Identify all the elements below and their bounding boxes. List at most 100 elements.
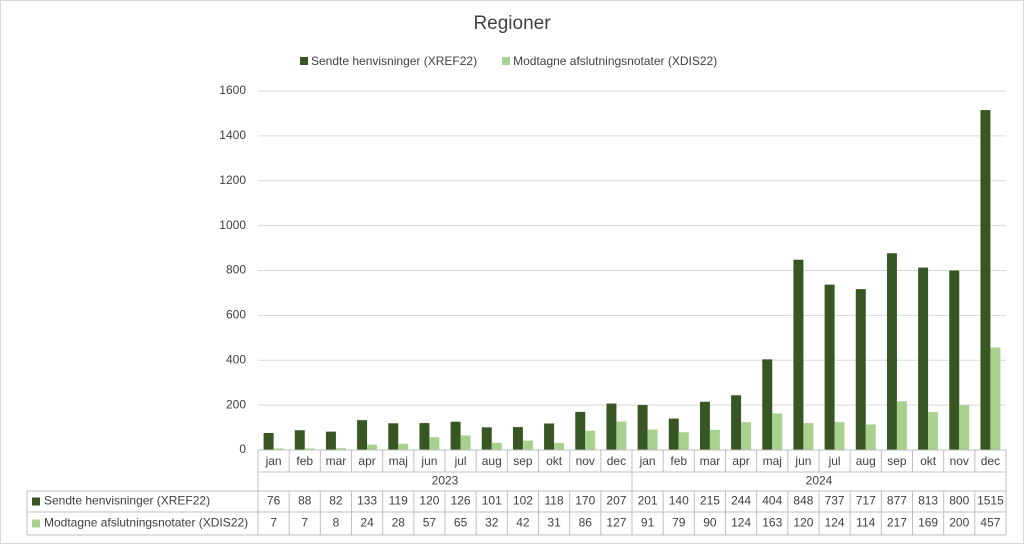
legend-label: Sendte henvisninger (XREF22) bbox=[311, 54, 477, 68]
table-value: 140 bbox=[669, 494, 689, 508]
bar bbox=[990, 347, 1001, 450]
bar bbox=[980, 110, 991, 451]
x-tick-label: mar bbox=[700, 454, 721, 468]
x-tick-label: nov bbox=[576, 454, 595, 468]
bar bbox=[367, 444, 378, 450]
bar bbox=[949, 270, 960, 450]
table-row-label: Sendte henvisninger (XREF22) bbox=[44, 494, 210, 508]
x-tick-label: aug bbox=[482, 454, 502, 468]
table-value: 8 bbox=[333, 516, 340, 530]
y-tick-label: 1200 bbox=[219, 173, 246, 187]
table-value: 200 bbox=[949, 516, 969, 530]
legend-label: Modtagne afslutningsnotater (XDIS22) bbox=[513, 54, 717, 68]
table-value: 7 bbox=[301, 516, 308, 530]
x-tick-label: okt bbox=[920, 454, 937, 468]
table-value: 404 bbox=[762, 494, 782, 508]
table-value: 57 bbox=[423, 516, 437, 530]
table-value: 65 bbox=[454, 516, 468, 530]
x-tick-label: dec bbox=[981, 454, 1000, 468]
bar bbox=[834, 422, 845, 450]
bar bbox=[637, 404, 648, 450]
table-value: 170 bbox=[575, 494, 595, 508]
bar bbox=[855, 289, 866, 450]
x-tick-label: jul bbox=[828, 454, 841, 468]
table-value: 201 bbox=[638, 494, 658, 508]
bar bbox=[544, 423, 555, 450]
x-tick-label: apr bbox=[732, 454, 749, 468]
table-value: 91 bbox=[641, 516, 655, 530]
x-tick-label: jan bbox=[265, 454, 282, 468]
bar bbox=[429, 437, 440, 450]
y-tick-label: 600 bbox=[226, 308, 246, 322]
bar bbox=[450, 421, 461, 450]
table-value: 31 bbox=[547, 516, 561, 530]
bar bbox=[896, 401, 907, 450]
x-tick-label: maj bbox=[389, 454, 408, 468]
bar bbox=[793, 259, 804, 450]
x-tick-label: jun bbox=[794, 454, 811, 468]
group-label: 2024 bbox=[806, 474, 833, 488]
group-label: 2023 bbox=[432, 474, 459, 488]
bar bbox=[491, 442, 502, 450]
bar bbox=[699, 401, 710, 450]
table-value: 127 bbox=[606, 516, 626, 530]
table-value: 7 bbox=[270, 516, 277, 530]
x-tick-label: maj bbox=[763, 454, 782, 468]
y-tick-label: 200 bbox=[226, 397, 246, 411]
table-legend-key bbox=[32, 497, 40, 506]
table-value: 82 bbox=[329, 494, 343, 508]
table-legend-key bbox=[32, 519, 40, 528]
table-value: 133 bbox=[357, 494, 377, 508]
y-tick-label: 1600 bbox=[219, 83, 246, 97]
legend-key bbox=[300, 57, 308, 65]
table-value: 86 bbox=[579, 516, 593, 530]
table-value: 90 bbox=[703, 516, 717, 530]
bar bbox=[585, 430, 596, 450]
x-tick-label: nov bbox=[950, 454, 969, 468]
bar bbox=[522, 440, 533, 450]
bar bbox=[460, 435, 471, 450]
bar bbox=[928, 412, 939, 450]
table-value: 848 bbox=[793, 494, 813, 508]
bar bbox=[678, 432, 689, 450]
table-value: 124 bbox=[731, 516, 751, 530]
bar bbox=[865, 424, 876, 450]
table-value: 88 bbox=[298, 494, 312, 508]
table-value: 120 bbox=[793, 516, 813, 530]
table-value: 114 bbox=[856, 516, 875, 530]
bar bbox=[824, 284, 835, 450]
bar bbox=[803, 423, 814, 450]
x-tick-label: aug bbox=[856, 454, 876, 468]
table-value: 813 bbox=[918, 494, 938, 508]
bar bbox=[741, 422, 752, 450]
bar bbox=[918, 267, 929, 450]
table-value: 457 bbox=[980, 516, 1000, 530]
bar bbox=[357, 420, 368, 450]
table-value: 717 bbox=[856, 494, 876, 508]
table-value: 102 bbox=[513, 494, 533, 508]
bar bbox=[772, 413, 783, 450]
bar bbox=[647, 429, 658, 450]
table-value: 877 bbox=[887, 494, 907, 508]
bar bbox=[606, 403, 617, 450]
bar bbox=[419, 423, 430, 450]
table-value: 126 bbox=[451, 494, 471, 508]
bar bbox=[273, 448, 284, 450]
chart-title: Regioner bbox=[473, 13, 551, 34]
table-value: 101 bbox=[482, 494, 502, 508]
table-row-label: Modtagne afslutningsnotater (XDIS22) bbox=[44, 516, 248, 530]
bar bbox=[263, 432, 274, 450]
x-tick-label: jan bbox=[639, 454, 656, 468]
x-tick-label: mar bbox=[326, 454, 347, 468]
table-value: 28 bbox=[392, 516, 406, 530]
y-tick-label: 0 bbox=[239, 442, 246, 456]
bar bbox=[325, 431, 336, 450]
x-tick-label: apr bbox=[358, 454, 375, 468]
bar bbox=[616, 421, 627, 450]
x-tick-label: dec bbox=[607, 454, 626, 468]
table-value: 32 bbox=[485, 516, 499, 530]
y-tick-label: 400 bbox=[226, 352, 246, 366]
x-tick-label: jun bbox=[420, 454, 437, 468]
bar bbox=[709, 429, 720, 450]
